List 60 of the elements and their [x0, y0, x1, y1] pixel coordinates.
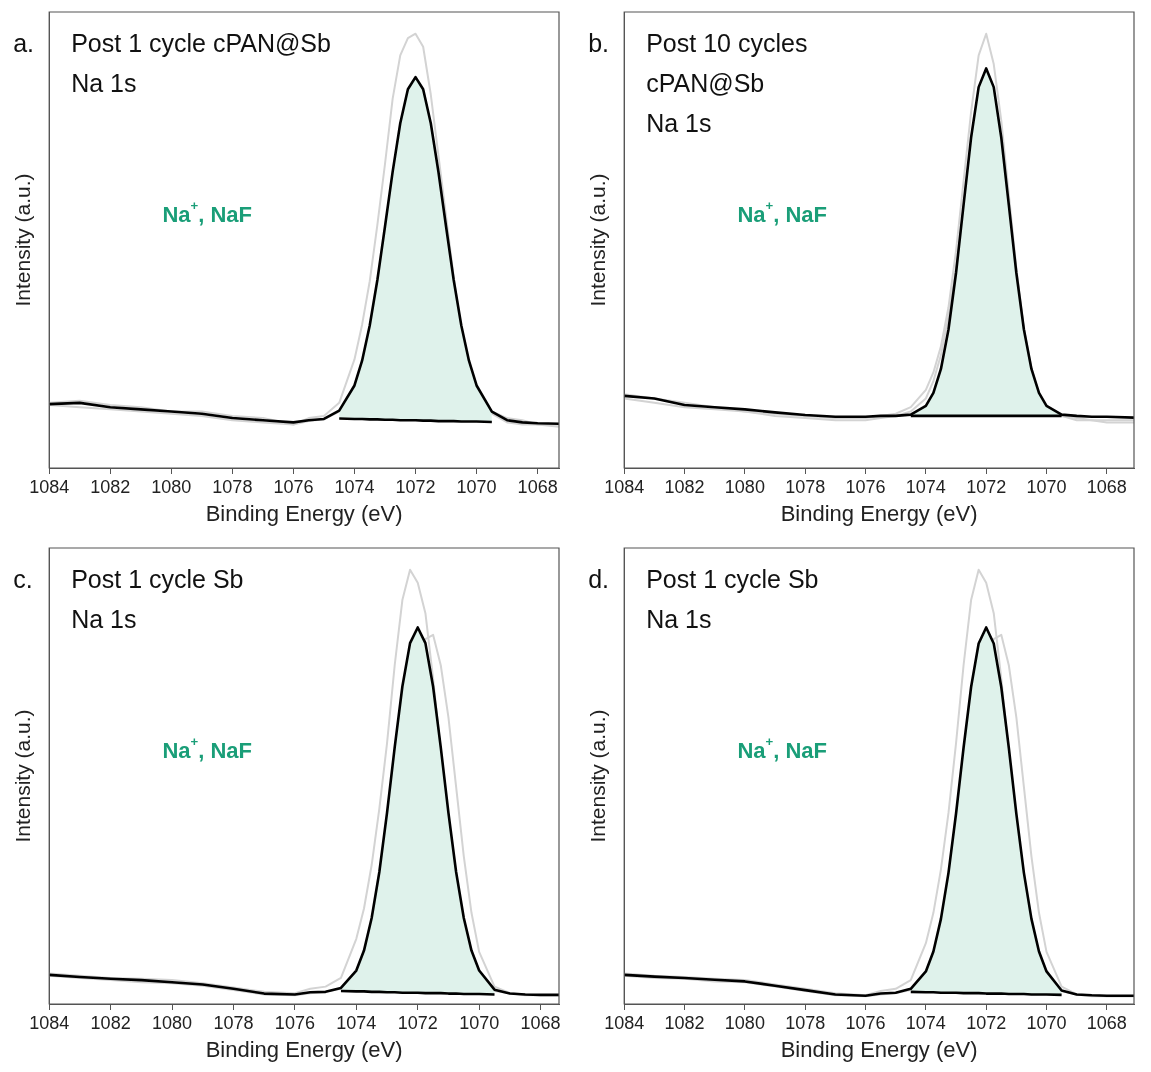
- x-axis-title: Binding Energy (eV): [205, 500, 403, 526]
- y-axis-title: Intensity (a.u.): [11, 173, 35, 307]
- x-tick-label: 1070: [1026, 476, 1067, 497]
- x-tick-label: 1074: [905, 476, 946, 497]
- annotation: Na+, NaF: [162, 197, 253, 227]
- chart-title: Post 1 cycle Sb: [646, 565, 819, 593]
- x-tick-label: 1078: [213, 1012, 254, 1033]
- x-tick-label: 1074: [334, 476, 375, 497]
- y-axis-title: Intensity (a.u.): [11, 709, 35, 843]
- text: Na 1s: [71, 69, 137, 97]
- x-tick-label: 1080: [724, 476, 765, 497]
- y-axis-title: Intensity (a.u.): [586, 709, 610, 843]
- text: d.: [588, 565, 610, 593]
- y-axis-title: Intensity (a.u.): [586, 173, 610, 307]
- x-tick-label: 1084: [604, 1012, 645, 1033]
- text: Na 1s: [646, 605, 712, 633]
- x-tick-label: 1078: [785, 1012, 826, 1033]
- x-tick-label: 1072: [397, 1012, 438, 1033]
- x-tick-label: 1076: [274, 1012, 315, 1033]
- x-tick-label: 1070: [456, 476, 497, 497]
- chart-title: Post 1 cycle cPAN@Sb: [71, 29, 331, 57]
- x-tick-label: 1072: [395, 476, 436, 497]
- x-tick-label: 1080: [151, 476, 192, 497]
- x-axis-title: Binding Energy (eV): [205, 1036, 403, 1062]
- text: c.: [13, 565, 33, 593]
- x-tick-label: 1076: [845, 1012, 886, 1033]
- x-tick-label: 1070: [459, 1012, 500, 1033]
- x-tick-label: 1068: [1086, 1012, 1127, 1033]
- x-tick-label: 1068: [517, 476, 558, 497]
- annotation: Na+, NaF: [737, 197, 828, 227]
- x-tick-label: 1076: [845, 476, 886, 497]
- x-tick-label: 1082: [664, 476, 705, 497]
- x-tick-label: 1070: [1026, 1012, 1067, 1033]
- x-tick-label: 1078: [785, 476, 826, 497]
- x-tick-label: 1068: [1086, 476, 1127, 497]
- x-axis-title: Binding Energy (eV): [780, 500, 978, 526]
- x-tick-label: 1082: [664, 1012, 705, 1033]
- text: Na 1s: [646, 109, 712, 137]
- text: Post 10 cycles cPAN@Sb: [646, 29, 808, 97]
- x-tick-label: 1084: [29, 1012, 70, 1033]
- annotation: Na+, NaF: [162, 733, 253, 763]
- x-tick-label: 1078: [212, 476, 253, 497]
- text: Na 1s: [71, 605, 137, 633]
- x-tick-label: 1074: [336, 1012, 377, 1033]
- x-axis-title: Binding Energy (eV): [780, 1036, 978, 1062]
- x-tick-label: 1082: [90, 1012, 131, 1033]
- x-tick-label: 1084: [29, 476, 70, 497]
- x-tick-label: 1068: [520, 1012, 561, 1033]
- text: b.: [588, 29, 610, 57]
- x-tick-label: 1080: [724, 1012, 765, 1033]
- x-tick-label: 1080: [152, 1012, 193, 1033]
- x-tick-label: 1074: [905, 1012, 946, 1033]
- chart-title: Post 1 cycle Sb: [71, 565, 244, 593]
- x-tick-label: 1084: [604, 476, 645, 497]
- x-tick-label: 1076: [273, 476, 314, 497]
- x-tick-label: 1072: [966, 476, 1007, 497]
- x-tick-label: 1082: [90, 476, 131, 497]
- x-tick-label: 1072: [966, 1012, 1007, 1033]
- text: a.: [13, 29, 35, 57]
- annotation: Na+, NaF: [737, 733, 828, 763]
